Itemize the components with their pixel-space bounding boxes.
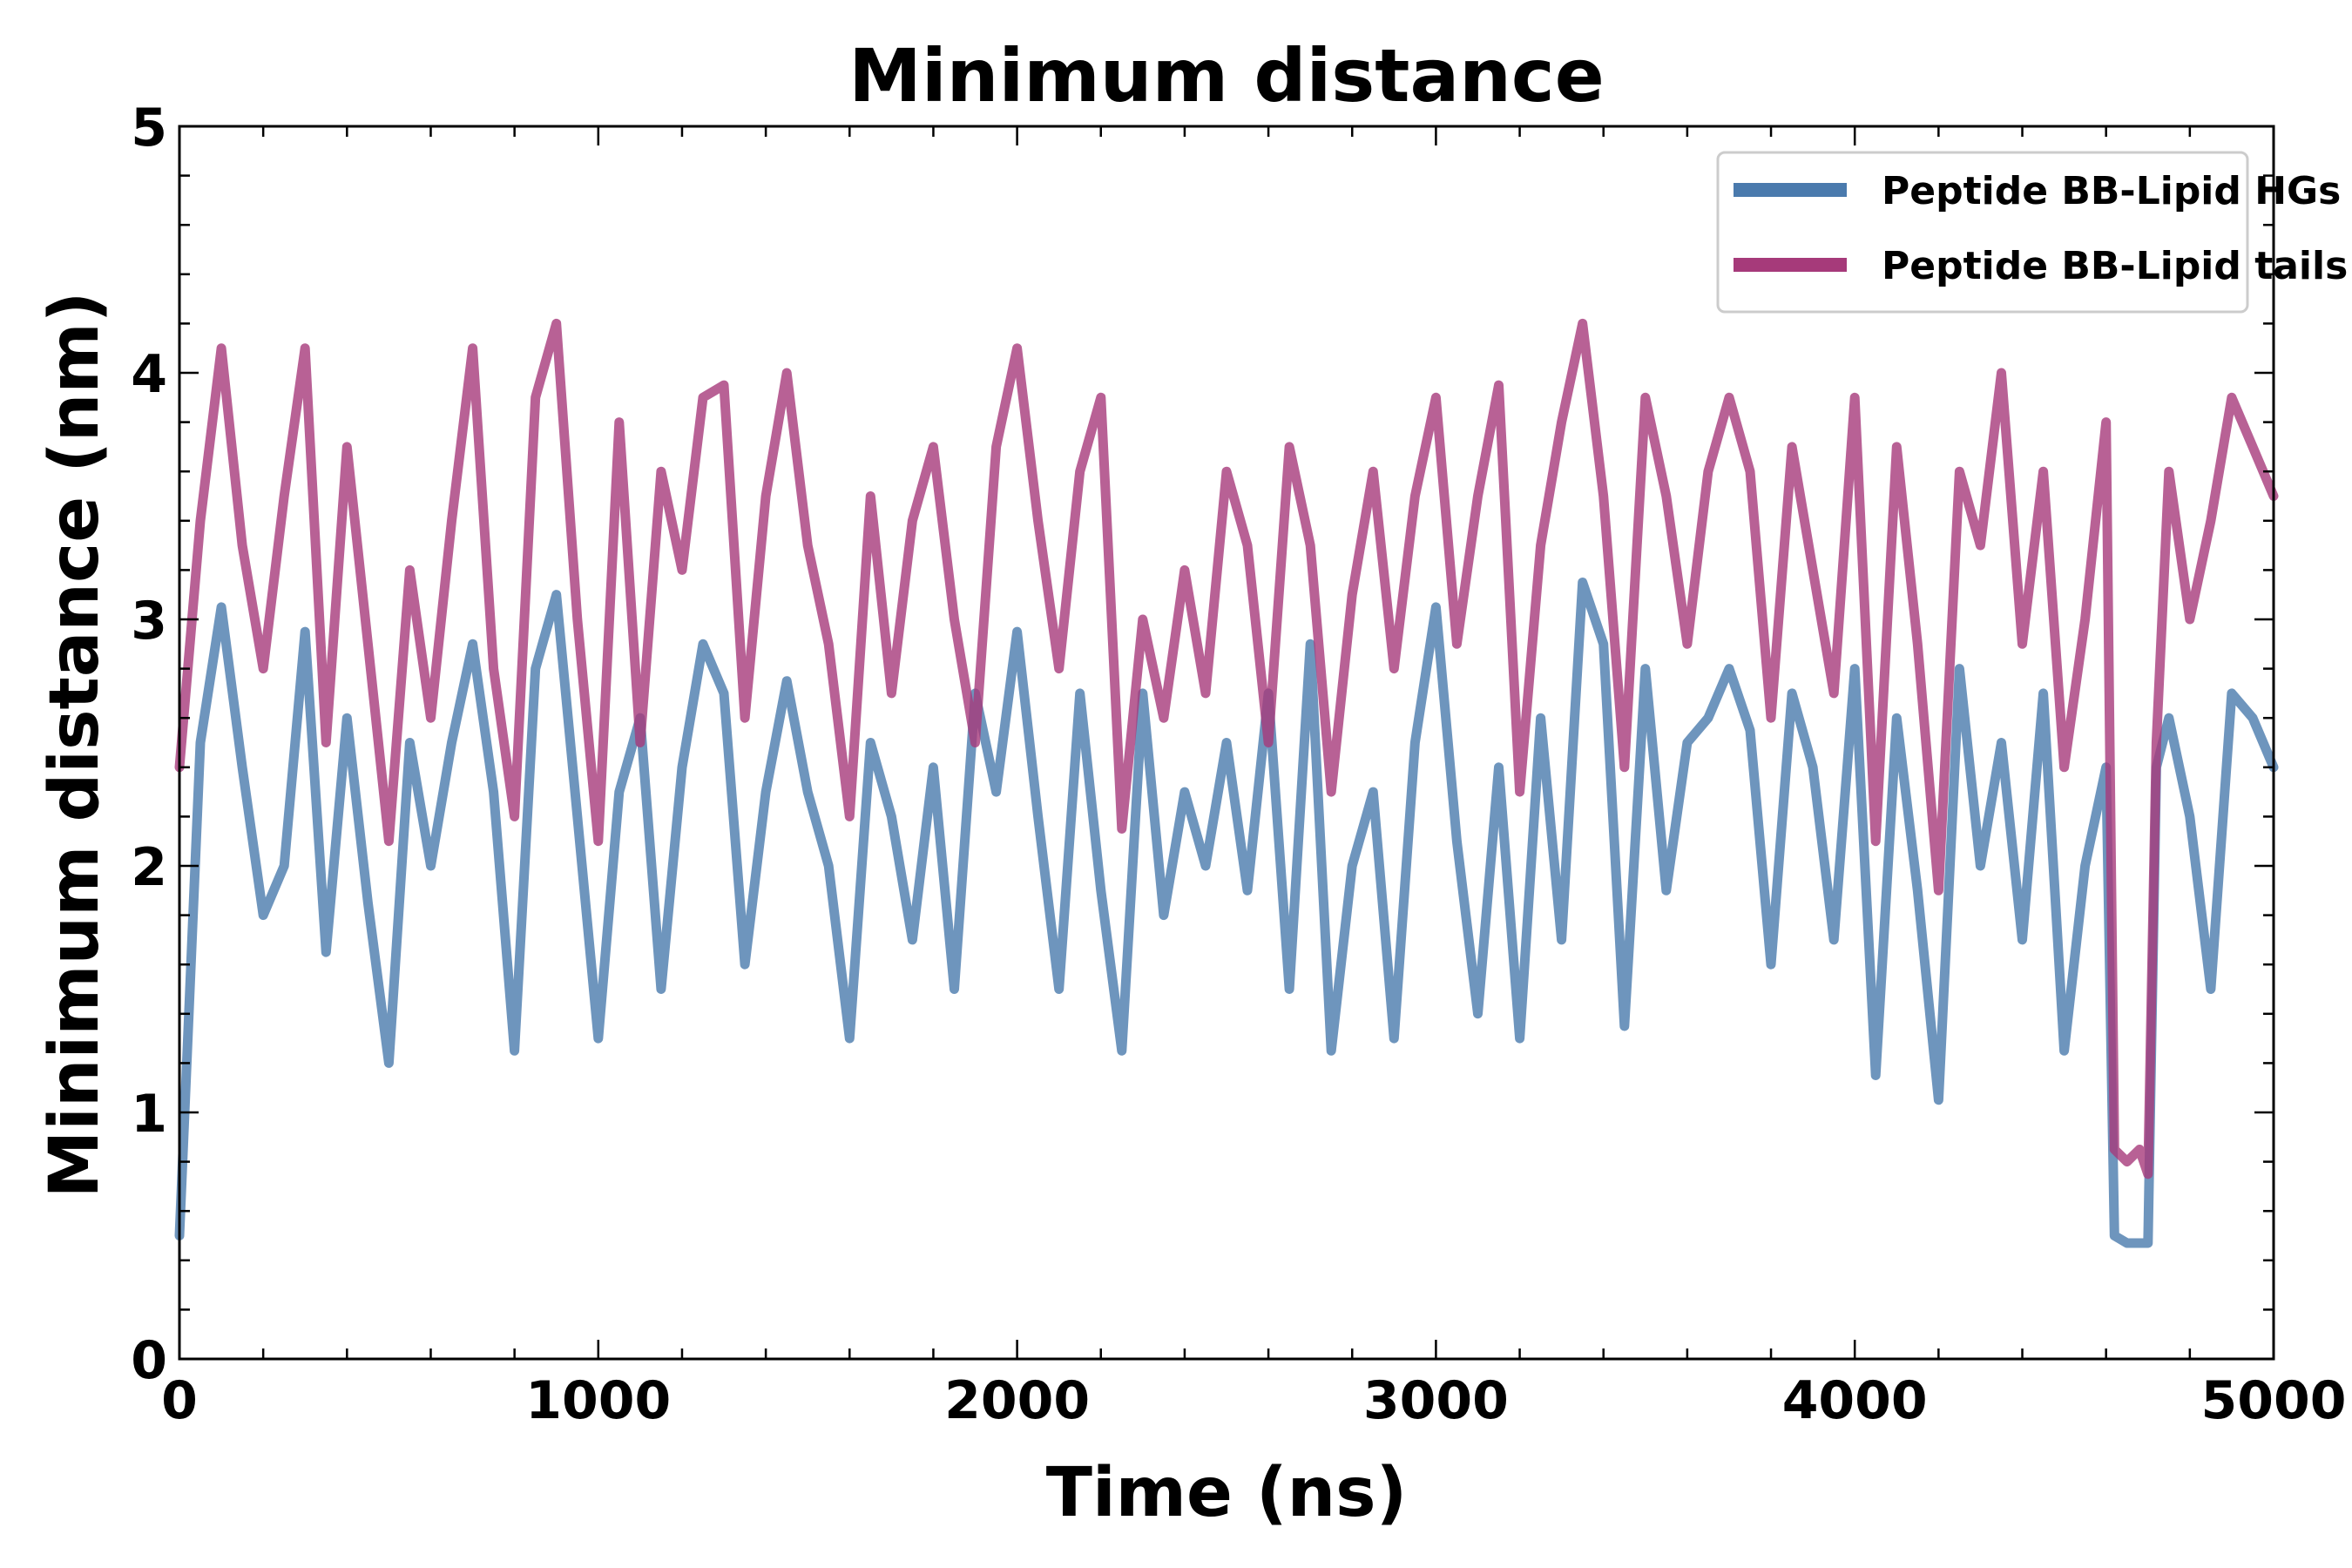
x-tick-label: 4000 — [1782, 1370, 1928, 1431]
y-tick-label: 4 — [131, 344, 167, 405]
series-line-tails — [174, 318, 2279, 1179]
legend: Peptide BB-Lipid HGs Peptide BB-Lipid ta… — [1716, 151, 2348, 314]
series-line-hgs — [174, 578, 2279, 1248]
x-tick-label: 3000 — [1363, 1370, 1509, 1431]
legend-label-hgs: Peptide BB-Lipid HGs — [1882, 169, 2341, 213]
y-tick-label: 2 — [131, 837, 167, 898]
y-tick-label: 5 — [131, 98, 167, 159]
chart-title: Minimum distance — [848, 33, 1604, 118]
legend-frame — [1716, 151, 2249, 314]
y-tick-label: 3 — [131, 591, 167, 652]
y-tick-label: 0 — [131, 1330, 167, 1391]
legend-label-tails: Peptide BB-Lipid tails — [1882, 244, 2348, 288]
tick-layer: 0 1000 2000 3000 4000 5000 0 1 2 3 4 5 — [131, 98, 2346, 1431]
y-axis-label: Minimum distance (nm) — [36, 292, 114, 1199]
x-axis-label: Time (ns) — [1046, 1454, 1408, 1532]
x-tick-label: 2000 — [944, 1370, 1090, 1431]
x-tick-label: 1000 — [525, 1370, 671, 1431]
x-tick-label: 5000 — [2201, 1370, 2347, 1431]
plot-area-frame — [178, 125, 2275, 1361]
y-tick-label: 1 — [131, 1084, 167, 1145]
x-tick-label: 0 — [161, 1370, 198, 1431]
series-layer — [174, 318, 2279, 1248]
